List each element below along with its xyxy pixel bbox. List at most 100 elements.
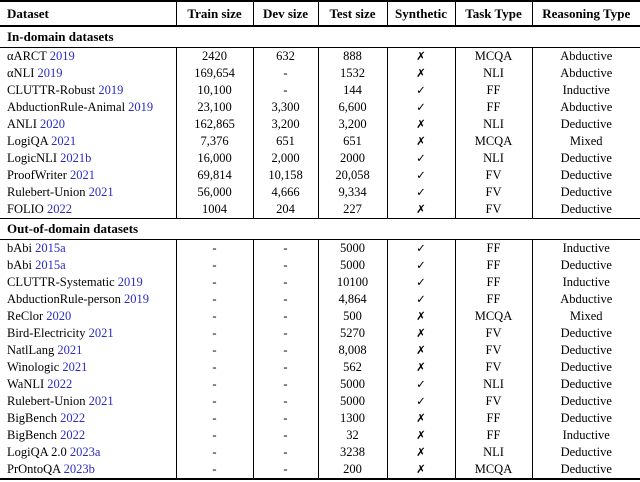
synthetic-cell: ✗ bbox=[386, 116, 455, 133]
table-row: WaNLI 2022- -5000 ✓ NLI Deductive bbox=[0, 376, 640, 393]
col-header-reasoning-type: Reasoning Type bbox=[531, 1, 640, 27]
test-size-cell: 9,334 bbox=[317, 184, 387, 201]
dev-size-cell: - bbox=[252, 65, 318, 82]
reasoning-type-cell: Deductive bbox=[531, 116, 640, 133]
cross-icon: ✗ bbox=[416, 202, 426, 216]
synthetic-cell: ✗ bbox=[386, 342, 455, 359]
train-size-cell: - bbox=[175, 308, 253, 325]
train-size-cell: - bbox=[175, 376, 253, 393]
train-size-cell: - bbox=[175, 239, 253, 257]
dataset-name: LogiQA 2.0 bbox=[7, 445, 67, 459]
reasoning-type-cell: Deductive bbox=[531, 167, 640, 184]
task-type-cell: MCQA bbox=[454, 461, 532, 479]
dataset-year-link[interactable]: 2021 bbox=[62, 360, 88, 374]
table-row: Rulebert-Union 2021 56,000 4,666 9,334 ✓ FV De… bbox=[0, 184, 640, 201]
synthetic-cell: ✓ bbox=[386, 274, 455, 291]
col-header-synthetic: Synthetic bbox=[386, 1, 455, 27]
task-type-cell: FF bbox=[454, 274, 532, 291]
col-header-task-type: Task Type bbox=[454, 1, 532, 27]
synthetic-cell: ✓ bbox=[386, 239, 455, 257]
dataset-year-link[interactable]: 2019 bbox=[124, 292, 149, 306]
cross-icon: ✗ bbox=[416, 309, 426, 323]
dataset-year-link[interactable]: 2022 bbox=[60, 411, 86, 425]
table-row: AbductionRule-Animal 2019 23,100 3,300 6,60… bbox=[0, 99, 640, 116]
dataset-year-link[interactable]: 2020 bbox=[39, 117, 65, 131]
test-size-cell: 651 bbox=[317, 133, 387, 150]
table-row: αARCT 2019 2420 632 888 ✗ MCQA Abductive bbox=[0, 47, 640, 65]
table-row: Winologic 2021- -562 ✗ FV Deductive bbox=[0, 359, 640, 376]
task-type-cell: MCQA bbox=[454, 308, 532, 325]
cross-icon: ✗ bbox=[416, 326, 426, 340]
reasoning-type-cell: Inductive bbox=[531, 274, 640, 291]
dataset-year-link[interactable]: 2019 bbox=[98, 83, 124, 97]
dataset-year-link[interactable]: 2021 bbox=[70, 168, 96, 182]
check-icon: ✓ bbox=[416, 151, 426, 165]
dataset-year-link[interactable]: 2020 bbox=[46, 309, 72, 323]
dataset-year-link[interactable]: 2022 bbox=[60, 428, 86, 442]
table-row: bAbi 2015a - -5000 ✓ FF Deductive bbox=[0, 257, 640, 274]
dev-size-cell: 4,666 bbox=[252, 184, 318, 201]
reasoning-type-cell: Deductive bbox=[531, 150, 640, 167]
test-size-cell: 5270 bbox=[317, 325, 387, 342]
check-icon: ✓ bbox=[416, 275, 426, 289]
dataset-year-link[interactable]: 2019 bbox=[37, 66, 63, 80]
table-row: AbductionRule-person 2019- -4,864 ✓ FF Abduc… bbox=[0, 291, 640, 308]
synthetic-cell: ✗ bbox=[386, 444, 455, 461]
table-row: PrOntoQA 2023b - -200 ✗ MCQA Deductive bbox=[0, 461, 640, 479]
dataset-year-link[interactable]: 2019 bbox=[128, 100, 154, 114]
dataset-year-link[interactable]: 2021 bbox=[51, 134, 77, 148]
dataset-name: ReClor bbox=[7, 309, 44, 323]
train-size-cell: 169,654 bbox=[175, 65, 253, 82]
reasoning-type-cell: Deductive bbox=[531, 257, 640, 274]
dataset-cell: BigBench 2022 bbox=[0, 410, 176, 427]
train-size-cell: 7,376 bbox=[175, 133, 253, 150]
table-row: NatlLang 2021- -8,008 ✗ FV Deductive bbox=[0, 342, 640, 359]
dataset-year-link[interactable]: 2023a bbox=[69, 445, 101, 459]
check-icon: ✓ bbox=[416, 258, 426, 272]
dev-size-cell: - bbox=[252, 239, 318, 257]
synthetic-cell: ✓ bbox=[386, 82, 455, 99]
train-size-cell: - bbox=[175, 325, 253, 342]
train-size-cell: - bbox=[175, 393, 253, 410]
dataset-year-link[interactable]: 2021 bbox=[57, 343, 83, 357]
dataset-year-link[interactable]: 2019 bbox=[117, 275, 143, 289]
dataset-cell: AbductionRule-Animal 2019 bbox=[0, 99, 176, 116]
synthetic-cell: ✓ bbox=[386, 184, 455, 201]
task-type-cell: FF bbox=[454, 257, 532, 274]
dataset-year-link[interactable]: 2022 bbox=[46, 202, 72, 216]
dataset-year-link[interactable]: 2015a bbox=[35, 241, 66, 255]
test-size-cell: 500 bbox=[317, 308, 387, 325]
dataset-name: FOLIO bbox=[7, 202, 44, 216]
test-size-cell: 8,008 bbox=[317, 342, 387, 359]
dataset-year-link[interactable]: 2023b bbox=[63, 462, 95, 476]
dataset-year-link[interactable]: 2019 bbox=[49, 49, 75, 63]
col-header-train-size: Train size bbox=[175, 1, 253, 27]
dev-size-cell: - bbox=[252, 359, 318, 376]
dataset-year-link[interactable]: 2022 bbox=[47, 377, 73, 391]
dataset-cell: BigBench 2022 bbox=[0, 427, 176, 444]
train-size-cell: - bbox=[175, 342, 253, 359]
dataset-cell: αNLI 2019 bbox=[0, 65, 176, 82]
reasoning-type-cell: Deductive bbox=[531, 393, 640, 410]
check-icon: ✓ bbox=[416, 185, 426, 199]
train-size-cell: 162,865 bbox=[175, 116, 253, 133]
synthetic-cell: ✓ bbox=[386, 376, 455, 393]
dataset-year-link[interactable]: 2021 bbox=[88, 185, 114, 199]
train-size-cell: 1004 bbox=[175, 201, 253, 219]
dataset-year-link[interactable]: 2021b bbox=[60, 151, 92, 165]
reasoning-type-cell: Abductive bbox=[531, 47, 640, 65]
dev-size-cell: - bbox=[252, 376, 318, 393]
test-size-cell: 6,600 bbox=[317, 99, 387, 116]
synthetic-cell: ✗ bbox=[386, 325, 455, 342]
dataset-year-link[interactable]: 2021 bbox=[88, 326, 114, 340]
dataset-name: αARCT bbox=[7, 49, 47, 63]
col-header-test-size: Test size bbox=[317, 1, 387, 27]
dataset-name: αNLI bbox=[7, 66, 35, 80]
task-type-cell: FV bbox=[454, 184, 532, 201]
table-row: ReClor 2020- -500 ✗ MCQA Mixed bbox=[0, 308, 640, 325]
reasoning-type-cell: Inductive bbox=[531, 427, 640, 444]
dataset-year-link[interactable]: 2021 bbox=[88, 394, 114, 408]
check-icon: ✓ bbox=[416, 241, 426, 255]
dataset-year-link[interactable]: 2015a bbox=[35, 258, 66, 272]
dev-size-cell: - bbox=[252, 342, 318, 359]
